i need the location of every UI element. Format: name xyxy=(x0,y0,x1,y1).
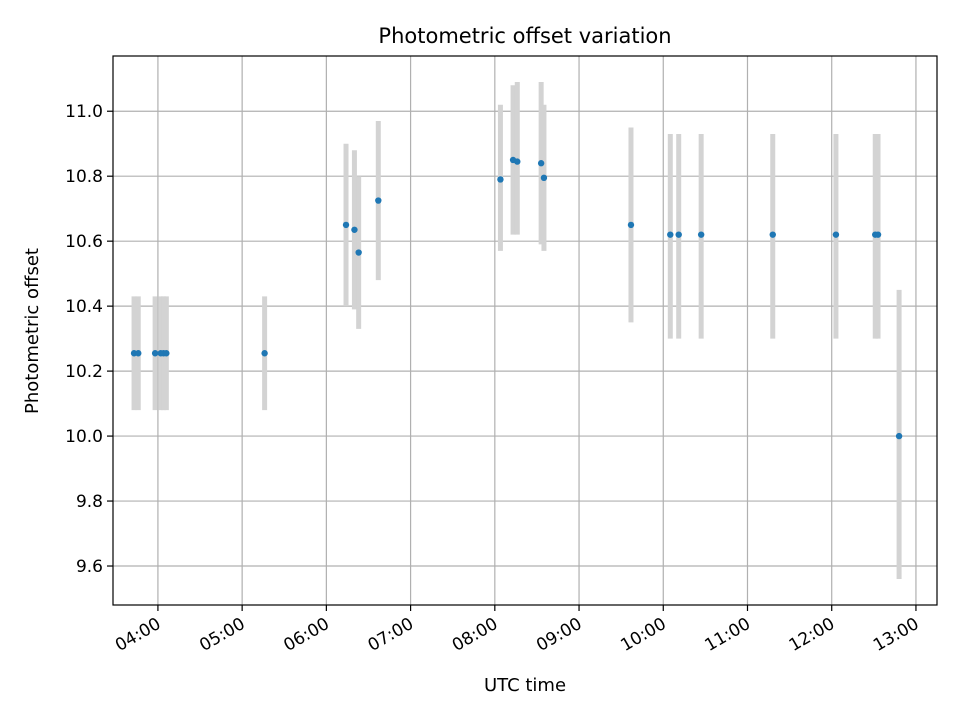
data-point xyxy=(514,158,521,165)
grid-layer xyxy=(113,56,937,605)
data-point xyxy=(667,231,674,238)
y-axis-label: Photometric offset xyxy=(22,248,43,414)
data-point xyxy=(697,231,705,238)
plot-frame xyxy=(112,55,938,606)
data-point xyxy=(675,231,682,238)
x-axis-label: UTC time xyxy=(484,675,566,696)
data-point xyxy=(261,350,268,357)
data-point xyxy=(151,350,159,357)
y-tick-label: 11.0 xyxy=(65,102,103,122)
data-point xyxy=(497,176,504,183)
data-point xyxy=(769,231,776,238)
data-point xyxy=(537,160,545,167)
data-point xyxy=(351,226,358,233)
data-point xyxy=(627,221,635,229)
y-tick-label: 9.6 xyxy=(76,557,103,577)
y-tick-label: 10.8 xyxy=(65,167,103,187)
data-point xyxy=(375,197,382,204)
y-tick-label: 10.6 xyxy=(65,232,103,252)
data-point xyxy=(832,231,840,238)
data-point xyxy=(163,350,170,357)
data-point xyxy=(355,249,362,256)
data-point xyxy=(895,432,903,440)
data-point xyxy=(342,221,350,229)
chart-title: Photometric offset variation xyxy=(378,24,671,48)
y-tick-label: 10.2 xyxy=(65,362,103,382)
y-tick-label: 9.8 xyxy=(76,492,103,512)
y-tick-label: 10.4 xyxy=(65,297,103,317)
y-tick-label: 10.0 xyxy=(65,427,103,447)
data-point xyxy=(874,231,882,238)
data-point xyxy=(135,350,142,357)
point-layer xyxy=(130,156,903,440)
data-point xyxy=(540,174,548,182)
